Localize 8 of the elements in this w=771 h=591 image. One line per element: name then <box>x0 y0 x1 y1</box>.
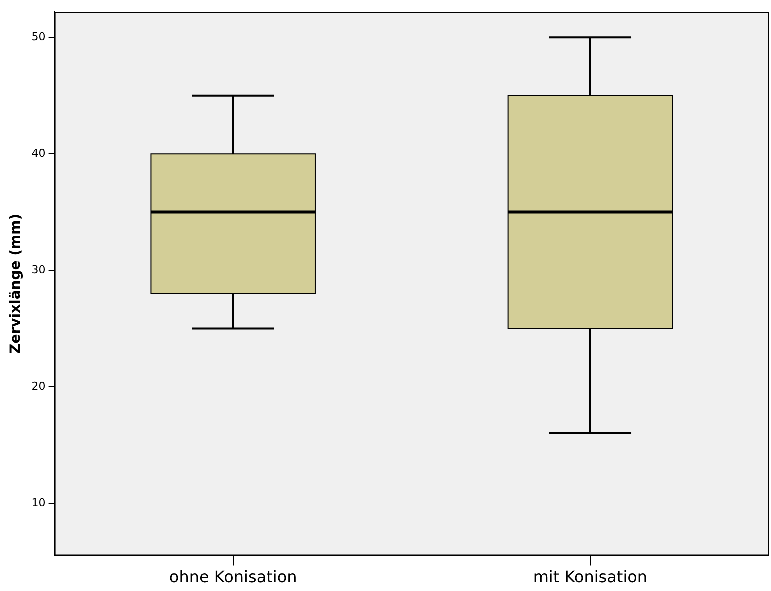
x-tick-label: ohne Konisation <box>169 568 298 587</box>
y-tick-label: 30 <box>32 263 46 276</box>
y-tick-label: 40 <box>32 146 46 160</box>
y-axis-title: Zervixlänge (mm) <box>8 214 24 354</box>
y-tick-label: 10 <box>32 496 46 510</box>
x-tick-label: mit Konisation <box>533 568 648 587</box>
y-tick-label: 50 <box>32 30 46 44</box>
y-tick-label: 20 <box>32 380 46 393</box>
